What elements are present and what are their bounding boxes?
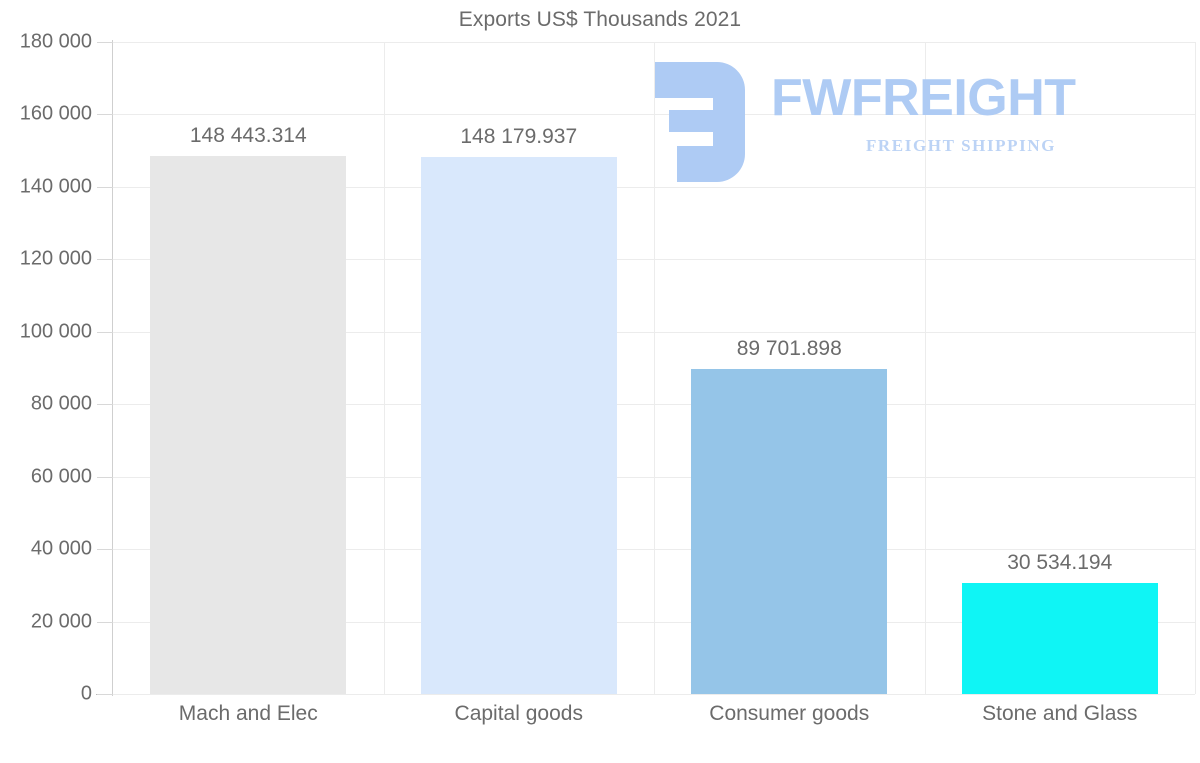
bar[interactable] (961, 583, 1158, 694)
y-axis-label: 60 000 (30, 465, 92, 488)
y-axis-line (112, 40, 113, 696)
y-axis-label: 80 000 (30, 392, 92, 415)
category-separator (1195, 42, 1196, 694)
y-axis-label: 40 000 (30, 537, 92, 560)
y-axis-label: 160 000 (19, 102, 92, 125)
y-axis-label: 120 000 (19, 247, 92, 270)
bar[interactable] (150, 156, 347, 694)
bar[interactable] (420, 157, 617, 694)
y-axis-tick (97, 549, 113, 551)
page-title: Exports US$ Thousands 2021 (458, 8, 742, 31)
bar-value-label: 30 534.194 (1007, 551, 1113, 575)
y-axis-tick (97, 404, 113, 406)
category-separator (654, 42, 655, 694)
bar-value-label: 148 443.314 (189, 124, 307, 148)
plot-area: 0 20 000 40 000 60 000 80 000 100 000 120 000 1… (20, 31, 1196, 705)
bar-value-label: 148 179.937 (460, 125, 578, 149)
x-axis-category-label: Capital goods (454, 702, 583, 725)
y-axis-tick (97, 331, 113, 333)
y-axis-label: 140 000 (19, 175, 92, 198)
y-axis-tick (97, 621, 113, 623)
y-axis-tick (97, 186, 113, 188)
y-axis-tick (97, 259, 113, 261)
bar[interactable] (691, 369, 888, 694)
x-axis-category-label: Consumer goods (709, 702, 870, 725)
y-axis-label: 100 000 (19, 320, 92, 343)
y-axis-tick (97, 476, 113, 478)
category-separator (384, 42, 385, 694)
x-axis-category-label: Mach and Elec (178, 702, 318, 725)
bar-value-label: 89 701.898 (736, 337, 842, 361)
y-axis-tick (97, 694, 113, 695)
y-axis-label: 180 000 (19, 30, 92, 53)
y-axis-tick (97, 114, 113, 116)
y-axis-label: 0 (80, 682, 92, 705)
x-axis-category-label: Stone and Glass (982, 702, 1138, 725)
y-axis-tick (97, 42, 113, 43)
category-separator (925, 42, 926, 694)
y-axis-label: 20 000 (30, 610, 92, 633)
gridline (113, 694, 1195, 695)
